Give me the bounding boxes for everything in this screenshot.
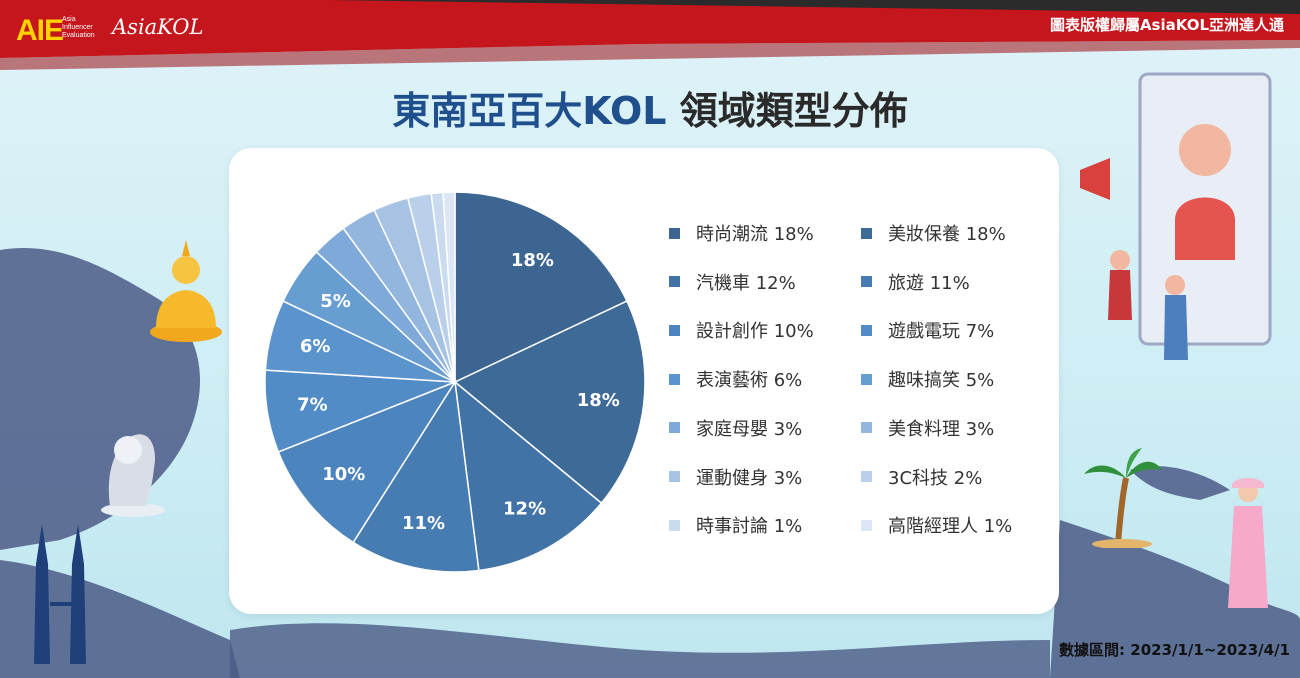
pie-slice-3: [352, 379, 480, 573]
pie-slice-label-1: 18%: [577, 390, 620, 411]
pie-slice-label-4: 10%: [322, 464, 365, 485]
legend-label-4: 設計創作 10%: [696, 321, 814, 343]
legend-item-6: 表演藝術 6%: [669, 366, 802, 392]
header-bar: AIE Asia Influencer Evaluation AsiaKOL 圖…: [0, 0, 1300, 70]
legend-label-0: 時尚潮流 18%: [696, 224, 814, 245]
legend-label-12: 時事討論 1%: [696, 516, 803, 538]
aie-logo: AIE: [16, 14, 64, 47]
ao-dai-woman-illustration: [1228, 478, 1268, 608]
header-background: [0, 0, 1300, 70]
influencer-illustration: [1080, 72, 1272, 360]
legend-swatch-12: [669, 519, 680, 531]
legend-label-2: 汽機車 12%: [696, 272, 796, 294]
pie-slice-4: [277, 380, 457, 544]
legend-swatch-5: [861, 324, 872, 336]
pie-slice-label-2: 12%: [503, 499, 546, 520]
asiakol-logo: AsiaKOL: [112, 15, 204, 39]
legend-swatch-3: [861, 276, 872, 288]
chart-title-accent: 東南亞百大KOL: [392, 89, 667, 133]
legend-item-10: 運動健身 3%: [669, 464, 802, 490]
legend-item-7: 趣味搞笑 5%: [861, 366, 994, 392]
legend-label-6: 表演藝術 6%: [696, 370, 803, 392]
legend-label-11: 3C科技 2%: [888, 467, 983, 489]
pie-slice-label-0: 18%: [511, 250, 554, 271]
legend-swatch-10: [669, 471, 680, 482]
legend-item-9: 美食料理 3%: [861, 415, 994, 441]
legend-label-10: 運動健身 3%: [696, 467, 803, 489]
legend-item-0: 時尚潮流 18%: [669, 220, 814, 246]
pie-slice-2: [454, 380, 603, 572]
legend-item-4: 設計創作 10%: [669, 317, 814, 343]
legend-label-1: 美妝保養 18%: [888, 224, 1006, 245]
legend-label-8: 家庭母嬰 3%: [696, 418, 803, 440]
merlion-illustration: [101, 434, 165, 517]
legend-swatch-6: [669, 373, 680, 385]
chart-title: 東南亞百大KOL 領域類型分佈: [0, 80, 1300, 135]
buddha-illustration: [150, 240, 222, 342]
data-range-footnote: 數據區間: 2023/1/1~2023/4/1: [1059, 641, 1290, 659]
legend-swatch-7: [861, 373, 872, 385]
legend-item-3: 旅遊 11%: [861, 269, 970, 295]
aie-logo-subtitle: Asia Influencer Evaluation: [62, 16, 95, 39]
pie-slice-1: [453, 300, 646, 505]
pie-slice-0: [454, 191, 628, 384]
legend-item-8: 家庭母嬰 3%: [669, 415, 802, 441]
legend-swatch-8: [669, 422, 680, 434]
legend-label-5: 遊戲電玩 7%: [888, 321, 995, 343]
legend-item-13: 高階經理人 1%: [861, 512, 1012, 538]
legend-swatch-0: [669, 227, 680, 239]
legend-swatch-9: [861, 422, 872, 434]
pie-slice-label-6: 6%: [300, 336, 331, 357]
legend-item-1: 美妝保養 18%: [861, 220, 1006, 246]
legend-item-5: 遊戲電玩 7%: [861, 317, 994, 343]
pie-slice-label-7: 5%: [320, 291, 351, 312]
legend-label-7: 趣味搞笑 5%: [888, 370, 995, 392]
petronas-towers-illustration: [34, 524, 86, 664]
copyright-notice: 圖表版權歸屬AsiaKOL亞洲達人通: [1049, 16, 1284, 34]
legend-swatch-4: [669, 324, 680, 336]
chart-panel: 18% 18% 12% 11% 10% 7% 6% 5% 時尚潮流 18% 美妝保養 18% 汽機…: [229, 148, 1059, 614]
legend-label-9: 美食料理 3%: [888, 418, 995, 440]
legend-swatch-2: [669, 276, 680, 288]
legend-item-2: 汽機車 12%: [669, 269, 796, 295]
palm-tree-illustration: [1084, 448, 1162, 548]
pie-slice-label-3: 11%: [402, 513, 445, 534]
legend-swatch-1: [861, 227, 872, 239]
legend-swatch-11: [861, 471, 872, 482]
legend-item-12: 時事討論 1%: [669, 512, 802, 538]
legend-label-3: 旅遊 11%: [888, 272, 970, 294]
legend-item-11: 3C科技 2%: [861, 464, 982, 490]
pie-chart: 18% 18% 12% 11% 10% 7% 6% 5%: [264, 191, 646, 573]
pie-slice-13: [442, 191, 456, 383]
legend-label-13: 高階經理人 1%: [888, 516, 1013, 538]
pie-slice-label-5: 7%: [297, 395, 328, 416]
chart-title-rest: 領域類型分佈: [679, 89, 908, 133]
legend-swatch-13: [861, 519, 872, 531]
